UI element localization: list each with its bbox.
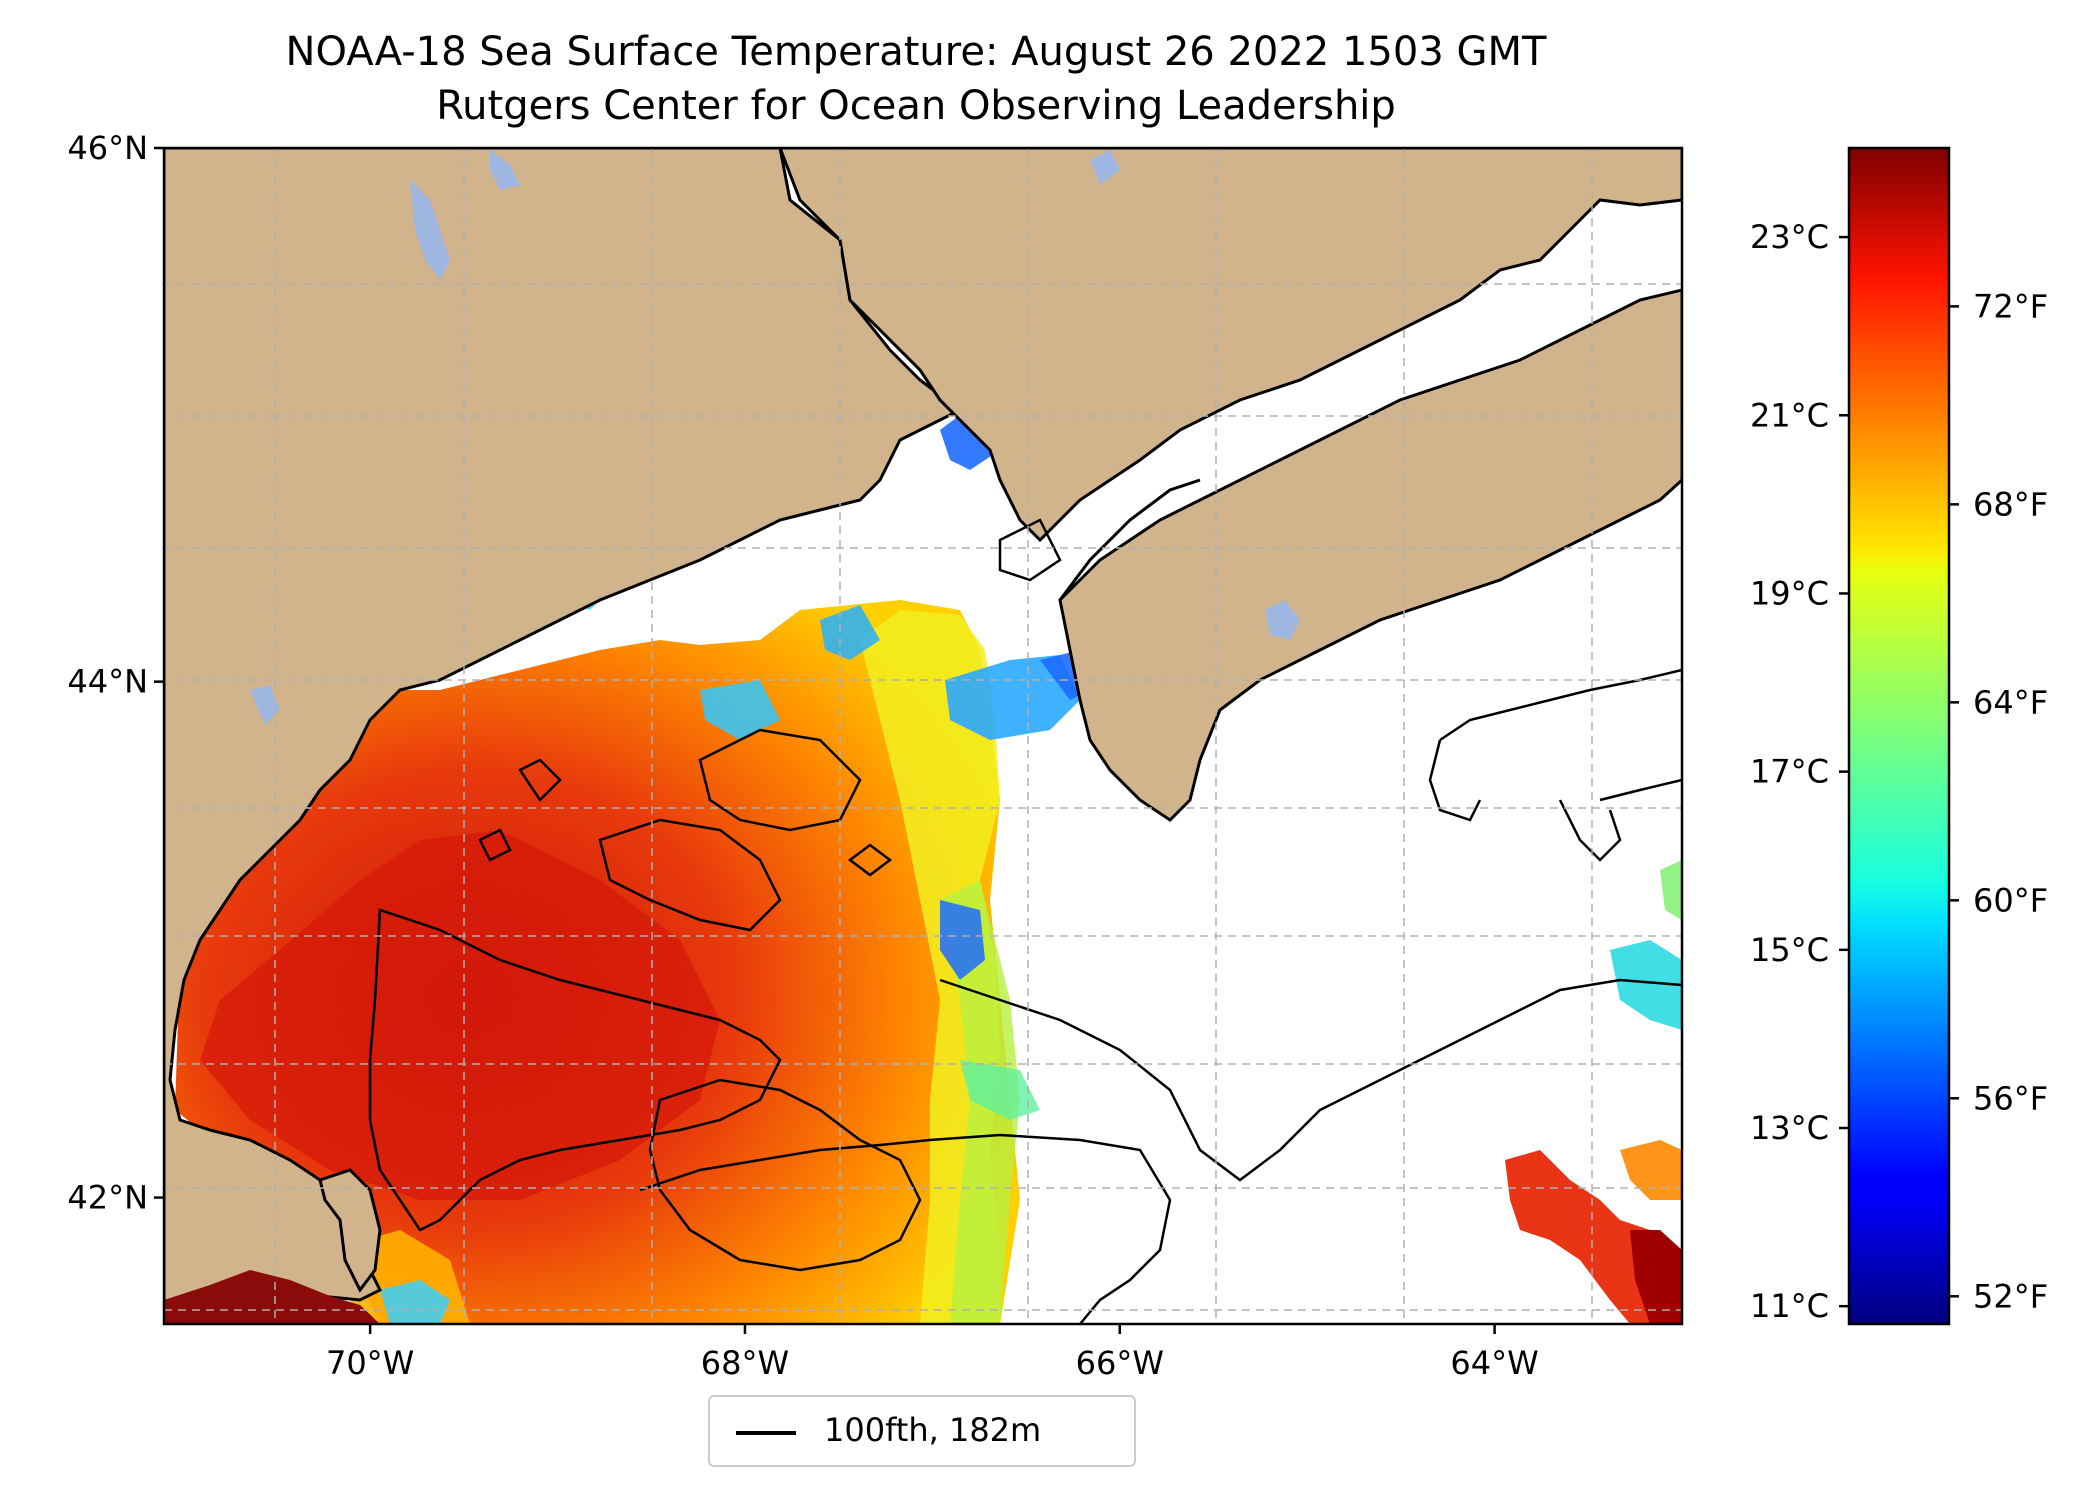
sst-cold-nearshore <box>380 1280 450 1324</box>
colorbar-celsius-label: 19°C <box>1750 574 1829 612</box>
sst-offshore-cool <box>1660 860 1682 920</box>
sst-cold-patch <box>940 900 985 980</box>
colorbar-fahrenheit-axis: 72°F 68°F 64°F 60°F 56°F 52°F <box>1949 287 2048 1315</box>
sst-cold-patch <box>960 1060 1040 1120</box>
lake <box>250 685 280 725</box>
sst-cold-patch <box>700 680 780 740</box>
sst-coastal-yellow <box>860 610 1000 1324</box>
lat-tick-label: 42°N <box>67 1179 148 1217</box>
colorbar-celsius-label: 17°C <box>1750 753 1829 791</box>
sst-offshore-warm <box>1620 1140 1682 1200</box>
graticule <box>164 148 1682 1324</box>
lon-tick-label: 66°W <box>1076 1344 1164 1382</box>
legend: 100fth, 182m <box>708 1395 1136 1467</box>
sst-cold-patch <box>945 655 1080 740</box>
colorbar-celsius-label: 21°C <box>1750 396 1829 434</box>
longitude-axis: 70°W 68°W 66°W 64°W <box>326 1324 1539 1382</box>
bathymetry-contours <box>368 518 1682 1324</box>
colorbar-celsius-label: 15°C <box>1750 931 1829 969</box>
colorbar-fahrenheit-label: 64°F <box>1973 683 2048 721</box>
legend-label: 100fth, 182m <box>824 1411 1042 1449</box>
colorbar <box>1847 146 1951 1326</box>
bay-of-fundy-shore <box>1058 478 1201 601</box>
sst-offshore-warm <box>1630 1230 1682 1324</box>
colorbar-fahrenheit-label: 56°F <box>1973 1079 2048 1117</box>
colorbar-fahrenheit-label: 68°F <box>1973 485 2048 523</box>
lat-tick-label: 46°N <box>67 129 148 167</box>
colorbar-celsius-label: 13°C <box>1750 1109 1829 1147</box>
sst-cold-patch <box>820 605 880 660</box>
map-title: NOAA-18 Sea Surface Temperature: August … <box>285 29 1547 75</box>
land-cape-cod <box>318 1168 382 1293</box>
colorbar-fahrenheit-label: 60°F <box>1973 881 2048 919</box>
colorbar-fahrenheit-label: 72°F <box>1973 287 2048 325</box>
map-frame <box>162 146 1684 1326</box>
lon-tick-label: 64°W <box>1450 1344 1538 1382</box>
land-new-brunswick <box>778 148 1682 543</box>
sst-offshore-cool <box>1610 940 1682 1030</box>
lake <box>1265 600 1300 640</box>
lake <box>490 150 520 190</box>
colorbar-fahrenheit-label: 52°F <box>1973 1277 2048 1315</box>
colorbar-celsius-label: 23°C <box>1750 218 1829 256</box>
colorbar-celsius-label: 11°C <box>1750 1287 1829 1325</box>
colorbar-celsius-axis: 23°C 21°C 19°C 17°C 15°C 13°C 11°C <box>1750 218 1849 1325</box>
latitude-axis: 46°N 44°N 42°N <box>67 129 164 1217</box>
lake <box>410 180 450 280</box>
lon-tick-label: 68°W <box>701 1344 789 1382</box>
map-subtitle: Rutgers Center for Ocean Observing Leade… <box>436 83 1396 129</box>
sst-hot-core <box>200 830 720 1200</box>
lat-tick-label: 44°N <box>67 663 148 701</box>
lake <box>1090 150 1120 185</box>
legend-line-swatch <box>736 1431 796 1435</box>
lon-tick-label: 70°W <box>326 1344 414 1382</box>
